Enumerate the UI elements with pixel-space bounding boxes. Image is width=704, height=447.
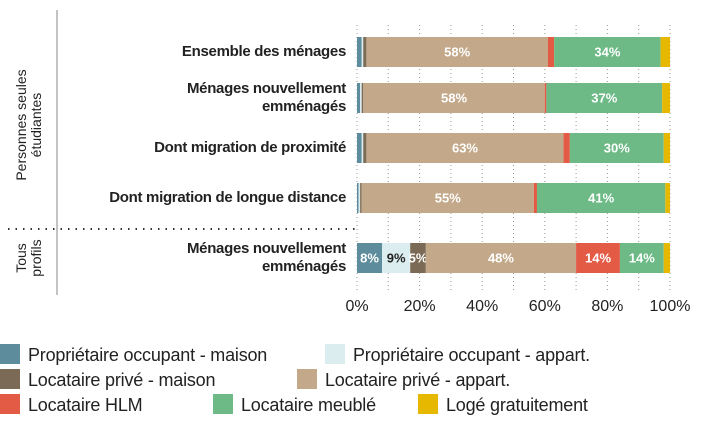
bar-segment (363, 133, 367, 163)
legend-item: Locataire privé - appart. (297, 369, 510, 391)
bar-segment (357, 183, 359, 213)
x-tick-label: 40% (466, 298, 498, 315)
bar-segment (363, 37, 367, 67)
legend-label: Logé gratuitement (446, 395, 588, 415)
value-label: 63% (452, 140, 478, 155)
legend-label: Propriétaire occupant - appart. (353, 345, 590, 365)
value-label: 30% (604, 140, 630, 155)
bar-segment (361, 133, 364, 163)
value-label: 41% (588, 190, 614, 205)
legend-item: Logé gratuitement (418, 394, 588, 416)
bar-segment (662, 83, 670, 113)
legend-swatch (0, 344, 20, 364)
bar-segment (425, 243, 577, 273)
bar-segment (563, 133, 570, 163)
legend-swatch (213, 394, 233, 414)
bar-segment (544, 83, 547, 113)
bar-segment (382, 243, 411, 273)
legend-swatch (297, 369, 317, 389)
category-label: Ménages nouvellement emménagés (186, 80, 346, 115)
bar-segment (665, 183, 670, 213)
legend-label: Locataire privé - maison (28, 370, 216, 390)
x-tick-label: 100% (650, 298, 691, 315)
bar-segment (360, 183, 362, 213)
bar-segment (361, 37, 364, 67)
legend-swatch (0, 394, 20, 414)
value-label: 14% (585, 250, 611, 265)
x-tick-label: 20% (404, 298, 436, 315)
value-label: 9% (387, 250, 406, 265)
legend-item: Locataire HLM (0, 394, 143, 416)
bar-segment (366, 133, 564, 163)
group-label: Tous profils (13, 239, 44, 277)
value-label: 14% (629, 250, 655, 265)
legend-swatch (325, 344, 345, 364)
value-label: 37% (591, 90, 617, 105)
category-label: Ménages nouvellement emménagés (186, 240, 346, 275)
bar-segment (357, 133, 362, 163)
bar-segment (554, 37, 661, 67)
category-label: Dont migration de proximité (154, 139, 346, 156)
legend-label: Locataire meublé (241, 395, 376, 415)
bar-segment (660, 37, 670, 67)
legend-item: Propriétaire occupant - maison (0, 344, 267, 366)
value-label: 48% (488, 250, 514, 265)
value-label: 58% (441, 90, 467, 105)
bar-segment (360, 83, 362, 113)
bar-segment (663, 133, 670, 163)
legend-item: Propriétaire occupant - appart. (325, 344, 590, 366)
bar-segment (357, 243, 383, 273)
bar-segment (357, 37, 362, 67)
bar-segment (536, 183, 666, 213)
legend-item: Locataire meublé (213, 394, 376, 416)
x-tick-label: 0% (345, 298, 368, 315)
bar-segment (361, 183, 534, 213)
legend-swatch (418, 394, 438, 414)
bar-segment (363, 83, 545, 113)
value-label: 58% (444, 44, 470, 59)
legend-label: Propriétaire occupant - maison (28, 345, 268, 365)
bar-segment (619, 243, 664, 273)
bar-segment (576, 243, 620, 273)
bar-segment (547, 37, 555, 67)
category-label: Dont migration de longue distance (109, 189, 346, 206)
bar-segment (533, 183, 537, 213)
legend-swatch (0, 369, 20, 389)
value-label: 34% (594, 44, 620, 59)
bar-segment (569, 133, 664, 163)
category-label: Ensemble des ménages (181, 43, 346, 60)
legend-label: Locataire privé - appart. (325, 370, 511, 390)
bar-segment (663, 243, 670, 273)
legend-item: Locataire privé - maison (0, 369, 215, 391)
bar-segment (546, 83, 663, 113)
legend-label: Locataire HLM (28, 395, 143, 415)
bar-segment (366, 37, 548, 67)
bar-segment (358, 183, 361, 213)
bar-segment (361, 83, 364, 113)
x-tick-label: 80% (591, 298, 623, 315)
value-label: 8% (360, 250, 379, 265)
bar-segment (357, 83, 361, 113)
bar-segment (410, 243, 426, 273)
value-label: 55% (435, 190, 461, 205)
x-tick-label: 60% (529, 298, 561, 315)
value-label: 5% (409, 250, 428, 265)
